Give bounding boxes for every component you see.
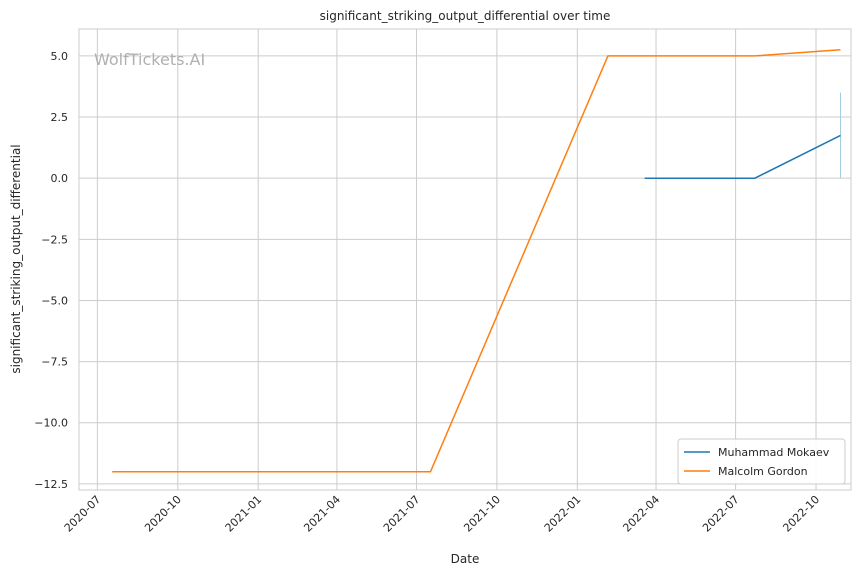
legend-label-malcolm-gordon: Malcolm Gordon <box>718 465 808 478</box>
y-tick-label: −10.0 <box>34 417 68 430</box>
y-axis-ticks: 5.0 2.5 0.0 −2.5 −5.0 −7.5 −10.0 −12.5 <box>34 50 68 491</box>
y-tick-label: −7.5 <box>41 356 68 369</box>
legend: Muhammad Mokaev Malcolm Gordon <box>677 438 846 485</box>
chart-title: significant_striking_output_differential… <box>320 9 611 23</box>
y-tick-label: −2.5 <box>41 233 68 246</box>
series-layer <box>112 49 842 473</box>
x-axis-label: Date <box>451 552 480 566</box>
y-axis-label: significant_striking_output_differential <box>9 144 23 373</box>
legend-box <box>677 438 846 485</box>
gridlines <box>79 29 851 490</box>
series-line-malcolm-gordon <box>112 49 841 473</box>
plot-area-frame <box>78 28 852 491</box>
y-tick-label: −5.0 <box>41 294 68 307</box>
y-tick-label: 0.0 <box>51 172 69 185</box>
y-tick-label: 2.5 <box>51 111 69 124</box>
y-tick-label: −12.5 <box>34 478 68 491</box>
series-line-muhammad-mokaev <box>644 134 841 179</box>
y-tick-label: 5.0 <box>51 50 69 63</box>
legend-label-muhammad-mokaev: Muhammad Mokaev <box>718 446 830 459</box>
watermark: WolfTickets.AI <box>94 50 205 69</box>
